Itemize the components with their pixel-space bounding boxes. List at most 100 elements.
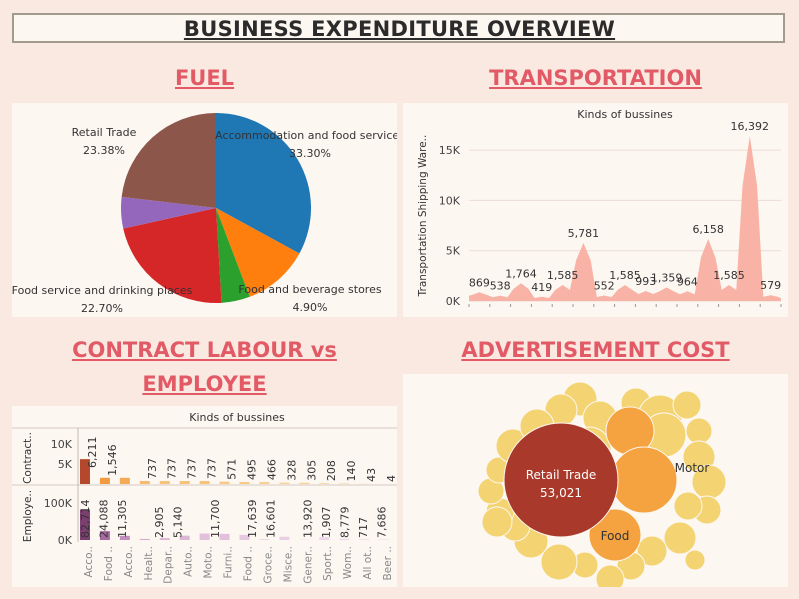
bar[interactable] [99,531,110,540]
bar[interactable] [319,483,330,484]
bubble-value-label: 53,021 [540,486,582,500]
pie-label: Food service and drinking places [12,284,193,297]
bar[interactable] [199,533,210,540]
data-label: 1,764 [505,267,537,280]
bubble[interactable] [481,506,513,538]
advertisement-heading: ADVERTISEMENT COST [461,338,730,362]
bar[interactable] [119,477,130,484]
bar[interactable] [339,538,350,540]
pie-label: Accommodation and food services [215,129,397,142]
bar[interactable] [259,482,270,484]
bar[interactable] [359,539,370,540]
x-tick-label: Moto.. [203,546,215,579]
bar[interactable] [219,533,230,540]
bubble[interactable] [588,508,642,562]
bar[interactable] [239,482,250,484]
bubble[interactable] [663,521,697,555]
bar[interactable] [80,459,90,484]
data-label: 466 [265,459,278,480]
x-tick-label: Misce.. [282,546,294,582]
bubble[interactable] [673,491,703,521]
y-tick-label: 5K [446,245,461,258]
pie-slice[interactable] [216,113,312,254]
y-tick-label: 0K [58,534,73,547]
y-axis-label: Transportation Shipping Ware.. [417,135,429,298]
x-tick-label: All ot.. [362,546,374,580]
bar[interactable] [319,537,330,540]
bar[interactable] [80,509,90,540]
data-label: 571 [226,459,239,480]
pie-slice[interactable] [121,196,216,229]
data-label: 538 [490,280,511,293]
bubble[interactable] [685,417,713,445]
contract-panel: Kinds of bussines Contract.. 5K 10K 6,211 1,5… [12,406,398,587]
data-label: 1,359 [651,271,683,284]
pie-slice[interactable] [121,113,216,208]
bar[interactable] [179,535,190,540]
bubble[interactable] [636,535,668,567]
transportation-heading: TRANSPORTATION [489,66,702,90]
bar[interactable] [139,538,150,540]
data-label: 717 [357,517,370,538]
bar[interactable] [219,481,230,484]
pie-slice[interactable] [216,208,300,297]
y-tick-label: 10K [439,194,461,207]
bubble[interactable] [610,446,678,514]
bar[interactable] [339,483,350,484]
y-axis-label: Employe.. [22,490,34,542]
fuel-heading: FUEL [174,66,235,90]
x-tick-label: Acco.. [83,546,95,577]
y-tick-label: 15K [439,144,461,157]
bar[interactable] [259,539,270,540]
data-label: 6,158 [692,223,724,236]
bar[interactable] [379,539,390,540]
data-label: 964 [677,275,698,288]
fuel-panel: Accommodation and food services 33.30% Foo… [12,103,405,317]
x-tick-label: Gener.. [302,546,314,584]
pie-slice[interactable] [216,208,250,303]
data-label: 305 [305,460,318,481]
data-label: 993 [635,275,656,288]
bar[interactable] [159,481,170,484]
bubble[interactable] [503,422,619,538]
contract-employee-bar-chart: Kinds of bussines Contract.. 5K 10K 6,211 1,5… [12,411,398,584]
data-label: 737 [166,458,179,479]
data-label: 737 [146,458,159,479]
bar[interactable] [139,481,150,484]
bar[interactable] [279,536,290,540]
bubble[interactable] [672,390,702,420]
bar[interactable] [119,535,130,540]
contract-labour-heading-line1: CONTRACT LABOUR vs [72,338,337,362]
bar[interactable] [99,477,110,484]
data-label: 140 [345,460,358,481]
bubble[interactable] [540,543,578,581]
data-label: 16,601 [264,500,277,539]
bar[interactable] [279,482,290,484]
bubble-label: Motor [675,461,710,475]
bar[interactable] [179,481,190,484]
transportation-panel: Kinds of bussines Transportation Shipping… [403,103,788,317]
data-label: 2,905 [153,507,166,539]
data-label: 419 [531,281,552,294]
pie-percent-label: 4.90% [293,301,328,314]
data-label: 11,305 [116,500,129,539]
data-label: 4 [385,475,397,482]
data-label: 5,781 [568,227,600,240]
x-tick-label: Food .. [103,546,115,581]
area-series[interactable] [469,136,781,301]
x-tick-label: Acco.. [123,546,135,577]
bar[interactable] [199,481,210,484]
pie-percent-label: 33.30% [289,147,331,160]
y-axis-label: Contract.. [22,432,34,484]
data-label: 82,714 [79,500,92,539]
bar[interactable] [299,482,310,484]
bar[interactable] [239,534,250,540]
data-label: 869 [469,276,490,289]
data-label: 13,920 [302,500,315,539]
data-label: 24,088 [98,500,111,539]
data-label: 495 [245,459,258,480]
bar[interactable] [159,538,170,540]
pie-slice[interactable] [123,208,222,303]
x-tick-label: Food .. [242,546,254,581]
bubble[interactable] [684,549,706,571]
